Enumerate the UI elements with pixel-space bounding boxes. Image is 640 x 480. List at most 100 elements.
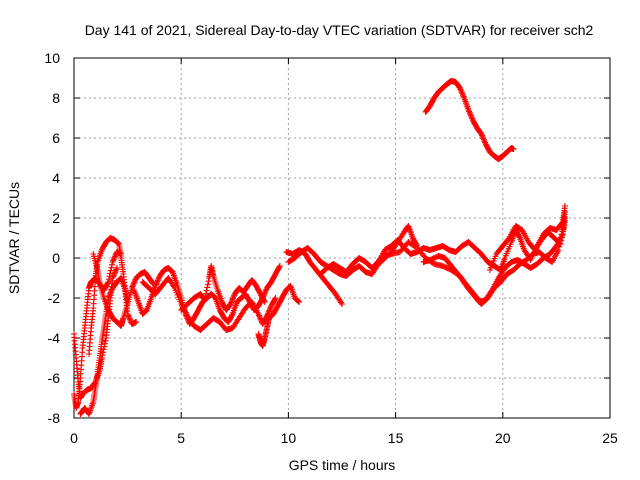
data-point xyxy=(456,85,463,91)
data-point xyxy=(153,281,160,288)
data-point xyxy=(154,278,161,285)
data-point xyxy=(131,279,138,286)
data-point xyxy=(265,308,272,315)
data-point xyxy=(109,259,116,265)
data-point xyxy=(561,222,568,229)
y-tick-label: -2 xyxy=(48,290,61,306)
data-point xyxy=(227,301,234,307)
series-mid-a xyxy=(131,263,283,327)
data-point xyxy=(155,275,162,282)
series-late-e xyxy=(420,209,568,307)
data-point xyxy=(105,276,112,283)
data-point xyxy=(262,287,269,294)
y-tick-label: 0 xyxy=(52,250,60,266)
data-point xyxy=(102,337,109,344)
data-point xyxy=(256,313,263,320)
data-point xyxy=(154,277,161,284)
data-marks xyxy=(71,78,568,417)
data-point xyxy=(108,264,115,271)
data-point xyxy=(153,280,160,287)
y-tick-label: 2 xyxy=(52,210,60,226)
data-point xyxy=(112,253,119,260)
data-point xyxy=(265,310,272,317)
x-tick-label: 10 xyxy=(281,430,297,446)
data-point xyxy=(229,312,236,319)
data-point xyxy=(105,279,112,285)
data-point xyxy=(276,264,283,271)
data-point xyxy=(133,319,140,325)
data-point xyxy=(113,266,120,273)
y-axis-label: SDTVAR / TECUs xyxy=(6,182,22,294)
x-tick-label: 25 xyxy=(602,430,618,446)
data-point xyxy=(467,111,474,118)
data-point xyxy=(107,270,114,277)
data-point xyxy=(267,304,274,311)
y-tick-label: 10 xyxy=(44,50,60,66)
data-point xyxy=(459,90,466,97)
data-point xyxy=(267,305,274,312)
data-point xyxy=(480,136,487,143)
data-point xyxy=(201,297,208,303)
data-point xyxy=(203,290,210,297)
data-point xyxy=(114,239,121,246)
series-mid-b xyxy=(139,275,279,333)
data-point xyxy=(257,315,264,322)
data-point xyxy=(125,313,132,320)
data-point xyxy=(294,297,301,304)
data-point xyxy=(110,257,117,264)
y-tick-labels: -8 -6 -4 -2 0 2 4 6 8 10 xyxy=(44,50,60,426)
data-point xyxy=(262,289,269,296)
data-point xyxy=(560,228,567,235)
data-point xyxy=(109,275,116,281)
data-point xyxy=(110,256,117,263)
data-point xyxy=(205,278,212,285)
data-point xyxy=(558,237,565,244)
data-point xyxy=(478,131,485,137)
data-point xyxy=(459,92,466,99)
y-tick-label: -6 xyxy=(48,370,61,386)
data-point xyxy=(559,231,566,238)
data-point xyxy=(561,219,568,225)
data-point xyxy=(228,299,235,306)
data-point xyxy=(338,299,345,306)
data-point xyxy=(126,315,133,322)
data-point xyxy=(458,87,465,94)
data-point xyxy=(465,107,472,113)
x-tick-label: 0 xyxy=(70,430,78,446)
data-point xyxy=(479,133,486,140)
data-point xyxy=(204,284,211,291)
data-point xyxy=(480,135,487,142)
x-tick-label: 15 xyxy=(388,430,404,446)
data-point xyxy=(478,132,485,139)
series-top xyxy=(422,78,517,162)
data-point xyxy=(230,293,237,300)
x-tick-label: 20 xyxy=(495,430,511,446)
data-point xyxy=(271,296,278,303)
data-point xyxy=(204,281,211,288)
data-point xyxy=(115,240,122,247)
data-point xyxy=(229,295,236,302)
data-point xyxy=(107,290,114,297)
data-point xyxy=(467,112,474,119)
data-point xyxy=(129,283,136,290)
data-point xyxy=(229,296,236,303)
x-axis-label: GPS time / hours xyxy=(289,457,396,473)
data-point xyxy=(255,311,262,317)
data-point xyxy=(101,340,108,347)
data-point xyxy=(339,301,345,307)
data-point xyxy=(131,277,138,284)
series-late-a xyxy=(283,247,345,307)
plot-frame xyxy=(73,57,611,419)
data-point xyxy=(127,316,134,323)
data-point xyxy=(261,299,268,305)
data-point xyxy=(561,209,568,215)
data-point xyxy=(108,287,115,294)
data-point xyxy=(276,263,283,269)
data-point xyxy=(458,89,465,96)
y-tick-label: 4 xyxy=(52,170,60,186)
series-mid-c xyxy=(178,263,268,313)
data-point xyxy=(202,293,209,300)
y-tick-label: -4 xyxy=(48,330,61,346)
data-point xyxy=(466,108,473,115)
